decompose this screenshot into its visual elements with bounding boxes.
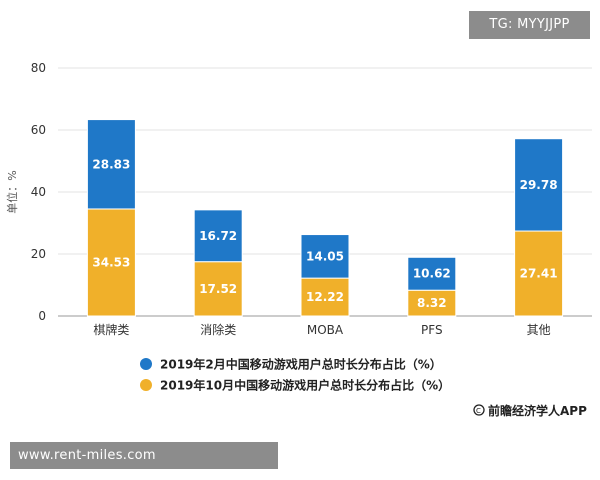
bar-segment bbox=[514, 230, 564, 317]
copyright-icon bbox=[473, 404, 485, 416]
y-tick-label: 0 bbox=[38, 309, 46, 323]
category-label: 棋牌类 bbox=[93, 323, 129, 337]
legend-marker bbox=[140, 379, 152, 391]
y-axis-label: 单位：% bbox=[5, 170, 19, 213]
legend-entry: 2019年2月中国移动游戏用户总时长分布占比（%） bbox=[160, 357, 442, 372]
category-label: PFS bbox=[421, 323, 443, 337]
bars: 34.53 28.83 17.52 16.72 12.22 14.05 8.32 10.62 2… bbox=[86, 119, 564, 317]
bar-segment bbox=[300, 234, 350, 279]
data-label: 14.05 bbox=[306, 249, 344, 263]
category-label: MOBA bbox=[307, 323, 344, 337]
y-tick-label: 80 bbox=[31, 61, 46, 75]
legend-entry: 2019年10月中国移动游戏用户总时长分布占比（%） bbox=[160, 378, 450, 393]
category-label: 其他 bbox=[527, 323, 551, 337]
y-tick-labels: 0 20 40 60 80 bbox=[31, 61, 46, 323]
copyright-icon-glyph: C bbox=[476, 407, 481, 415]
data-label: 10.62 bbox=[413, 267, 451, 281]
x-category-labels: 棋牌类 消除类 MOBA PFS 其他 bbox=[93, 322, 550, 337]
bar-segment bbox=[193, 209, 243, 263]
bar-segment bbox=[514, 138, 564, 232]
bar-segment bbox=[86, 119, 136, 210]
bar-segment bbox=[407, 256, 457, 291]
source-credit: C 前瞻经济学人APP bbox=[473, 403, 587, 418]
channel-badge: TG: MYYJJPP bbox=[469, 11, 590, 39]
data-label: 8.32 bbox=[417, 296, 447, 310]
category-label: 消除类 bbox=[200, 322, 236, 337]
y-tick-label: 40 bbox=[31, 185, 46, 199]
bar-segment bbox=[193, 261, 243, 317]
bar-segment bbox=[300, 277, 350, 317]
bar-segment bbox=[407, 289, 457, 317]
data-label: 28.83 bbox=[92, 157, 130, 171]
y-tick-label: 20 bbox=[31, 247, 46, 261]
data-label: 16.72 bbox=[199, 229, 237, 243]
data-label: 27.41 bbox=[520, 267, 558, 281]
footer-url: www.rent-miles.com bbox=[10, 442, 278, 469]
y-tick-label: 60 bbox=[31, 123, 46, 137]
data-label: 29.78 bbox=[520, 178, 558, 192]
legend: 2019年2月中国移动游戏用户总时长分布占比（%） 2019年10月中国移动游戏用… bbox=[140, 357, 450, 393]
data-label: 17.52 bbox=[199, 282, 237, 296]
data-label: 34.53 bbox=[92, 255, 130, 269]
source-text: 前瞻经济学人APP bbox=[488, 403, 587, 418]
data-label: 12.22 bbox=[306, 290, 344, 304]
legend-marker bbox=[140, 358, 152, 370]
